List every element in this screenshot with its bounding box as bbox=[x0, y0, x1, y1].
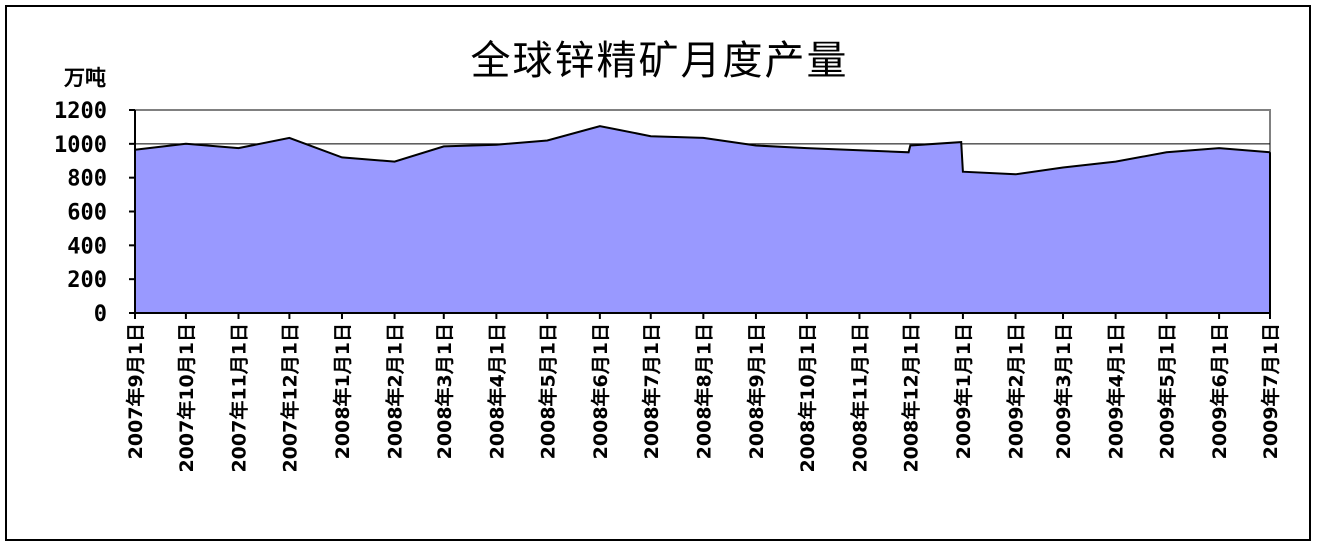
x-tick-label: 2007年10月1日 bbox=[175, 323, 198, 473]
x-tick-label: 2008年10月1日 bbox=[796, 323, 819, 473]
axes-group bbox=[129, 109, 1271, 319]
y-tick-label: 800 bbox=[67, 167, 107, 192]
x-tick-label: 2008年7月1日 bbox=[640, 323, 663, 459]
x-tick-label: 2007年11月1日 bbox=[228, 323, 251, 473]
x-tick-label: 2008年1月1日 bbox=[331, 323, 354, 459]
x-tick-label: 2009年2月1日 bbox=[1005, 323, 1028, 459]
y-tick-label: 400 bbox=[67, 234, 107, 259]
y-tick-label: 1200 bbox=[54, 99, 107, 124]
x-tick-label: 2009年3月1日 bbox=[1052, 323, 1075, 459]
chart-title: 全球锌精矿月度产量 bbox=[470, 38, 849, 84]
x-tick-label: 2008年5月1日 bbox=[536, 323, 559, 459]
x-tick-label: 2008年3月1日 bbox=[433, 323, 456, 459]
x-tick-label: 2008年4月1日 bbox=[485, 323, 508, 459]
x-tick-labels-group: 2007年9月1日 2007年10月1日 2007年11月1日 2007年12月1日 2… bbox=[124, 323, 1282, 473]
x-tick-label: 2009年7月1日 bbox=[1259, 323, 1282, 459]
y-tick-label: 200 bbox=[67, 268, 107, 293]
x-tick-label: 2008年12月1日 bbox=[899, 323, 922, 473]
x-tick-label: 2009年6月1日 bbox=[1208, 323, 1231, 459]
x-tick-label: 2007年12月1日 bbox=[278, 323, 301, 473]
y-tick-label: 600 bbox=[67, 201, 107, 226]
x-tick-label: 2009年5月1日 bbox=[1156, 323, 1179, 459]
x-tick-label: 2008年6月1日 bbox=[589, 323, 612, 459]
y-tick-labels-group: 0 200 400 600 800 1000 1200 bbox=[54, 99, 107, 327]
series-line bbox=[134, 125, 1271, 176]
x-tick-label: 2009年4月1日 bbox=[1105, 323, 1128, 459]
y-tick-label: 1000 bbox=[54, 133, 107, 158]
y-tick-label: 0 bbox=[94, 302, 107, 327]
x-tick-label: 2008年9月1日 bbox=[745, 323, 768, 459]
x-tick-label: 2008年2月1日 bbox=[384, 323, 407, 459]
x-tick-label: 2009年1月1日 bbox=[952, 323, 975, 459]
area-series-group bbox=[134, 125, 1271, 313]
x-tick-label: 2007年9月1日 bbox=[124, 323, 147, 459]
y-axis-unit-label: 万吨 bbox=[64, 66, 106, 90]
x-tick-label: 2008年8月1日 bbox=[692, 323, 715, 459]
x-tick-label: 2008年11月1日 bbox=[848, 323, 871, 473]
series-area-fill bbox=[135, 126, 1270, 313]
